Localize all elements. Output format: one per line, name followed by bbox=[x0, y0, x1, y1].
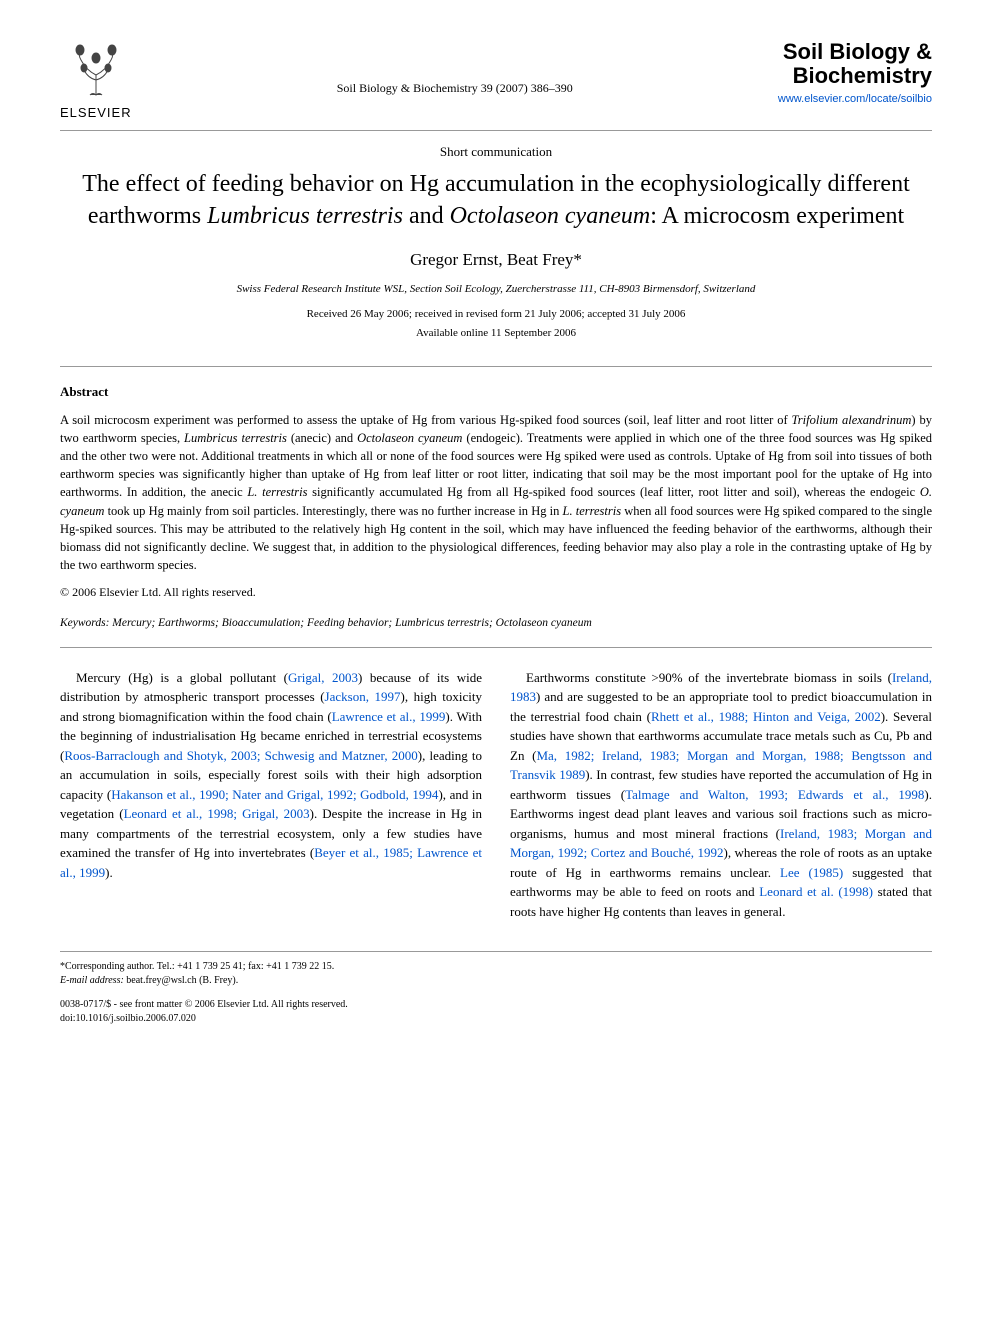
corresponding-footnote: *Corresponding author. Tel.: +41 1 739 2… bbox=[60, 960, 932, 988]
abstract-copyright: © 2006 Elsevier Ltd. All rights reserved… bbox=[60, 584, 932, 601]
column-left: Mercury (Hg) is a global pollutant (Grig… bbox=[60, 668, 482, 922]
keywords-text: Mercury; Earthworms; Bioaccumulation; Fe… bbox=[109, 617, 591, 629]
corresponding-mark: * bbox=[573, 250, 582, 269]
doi-line: doi:10.1016/j.soilbio.2006.07.020 bbox=[60, 1012, 932, 1026]
divider-top bbox=[60, 366, 932, 367]
issn-line: 0038-0717/$ - see front matter © 2006 El… bbox=[60, 998, 932, 1012]
publisher-name: ELSEVIER bbox=[60, 104, 132, 122]
journal-title-box: Soil Biology & Biochemistry www.elsevier… bbox=[778, 40, 932, 108]
article-type: Short communication bbox=[60, 143, 932, 161]
author-2: Beat Frey bbox=[507, 250, 574, 269]
body-paragraph-2: Earthworms constitute >90% of the invert… bbox=[510, 668, 932, 922]
abstract-text: A soil microcosm experiment was performe… bbox=[60, 411, 932, 574]
title-species-1: Lumbricus terrestris bbox=[207, 203, 403, 229]
publisher-logo: ELSEVIER bbox=[60, 40, 132, 122]
affiliation: Swiss Federal Research Institute WSL, Se… bbox=[60, 282, 932, 297]
article-title: The effect of feeding behavior on Hg acc… bbox=[80, 169, 912, 231]
divider-bottom bbox=[60, 647, 932, 648]
page-header: ELSEVIER Soil Biology & Biochemistry 39 … bbox=[60, 40, 932, 131]
email-label: E-mail address: bbox=[60, 975, 124, 986]
email-line: E-mail address: beat.frey@wsl.ch (B. Fre… bbox=[60, 974, 932, 988]
email-address[interactable]: beat.frey@wsl.ch (B. Frey). bbox=[124, 975, 238, 986]
corresponding-author-info: *Corresponding author. Tel.: +41 1 739 2… bbox=[60, 960, 932, 974]
journal-url-link[interactable]: www.elsevier.com/locate/soilbio bbox=[778, 92, 932, 107]
keywords-label: Keywords: bbox=[60, 617, 109, 629]
author-1: Gregor Ernst bbox=[410, 250, 498, 269]
keywords: Keywords: Mercury; Earthworms; Bioaccumu… bbox=[60, 615, 932, 631]
abstract-heading: Abstract bbox=[60, 383, 932, 401]
title-species-2: Octolaseon cyaneum bbox=[450, 203, 651, 229]
journal-title-line2: Biochemistry bbox=[778, 64, 932, 88]
title-text-3: : A microcosm experiment bbox=[650, 203, 904, 229]
page-footer: *Corresponding author. Tel.: +41 1 739 2… bbox=[60, 951, 932, 1026]
authors: Gregor Ernst, Beat Frey* bbox=[60, 248, 932, 272]
journal-title-line1: Soil Biology & bbox=[778, 40, 932, 64]
available-online: Available online 11 September 2006 bbox=[60, 326, 932, 341]
column-right: Earthworms constitute >90% of the invert… bbox=[510, 668, 932, 922]
title-text-2: and bbox=[403, 203, 450, 229]
body-paragraph-1: Mercury (Hg) is a global pollutant (Grig… bbox=[60, 668, 482, 883]
elsevier-tree-icon bbox=[66, 40, 126, 100]
journal-reference: Soil Biology & Biochemistry 39 (2007) 38… bbox=[132, 40, 778, 97]
received-dates: Received 26 May 2006; received in revise… bbox=[60, 307, 932, 322]
body-columns: Mercury (Hg) is a global pollutant (Grig… bbox=[60, 668, 932, 922]
